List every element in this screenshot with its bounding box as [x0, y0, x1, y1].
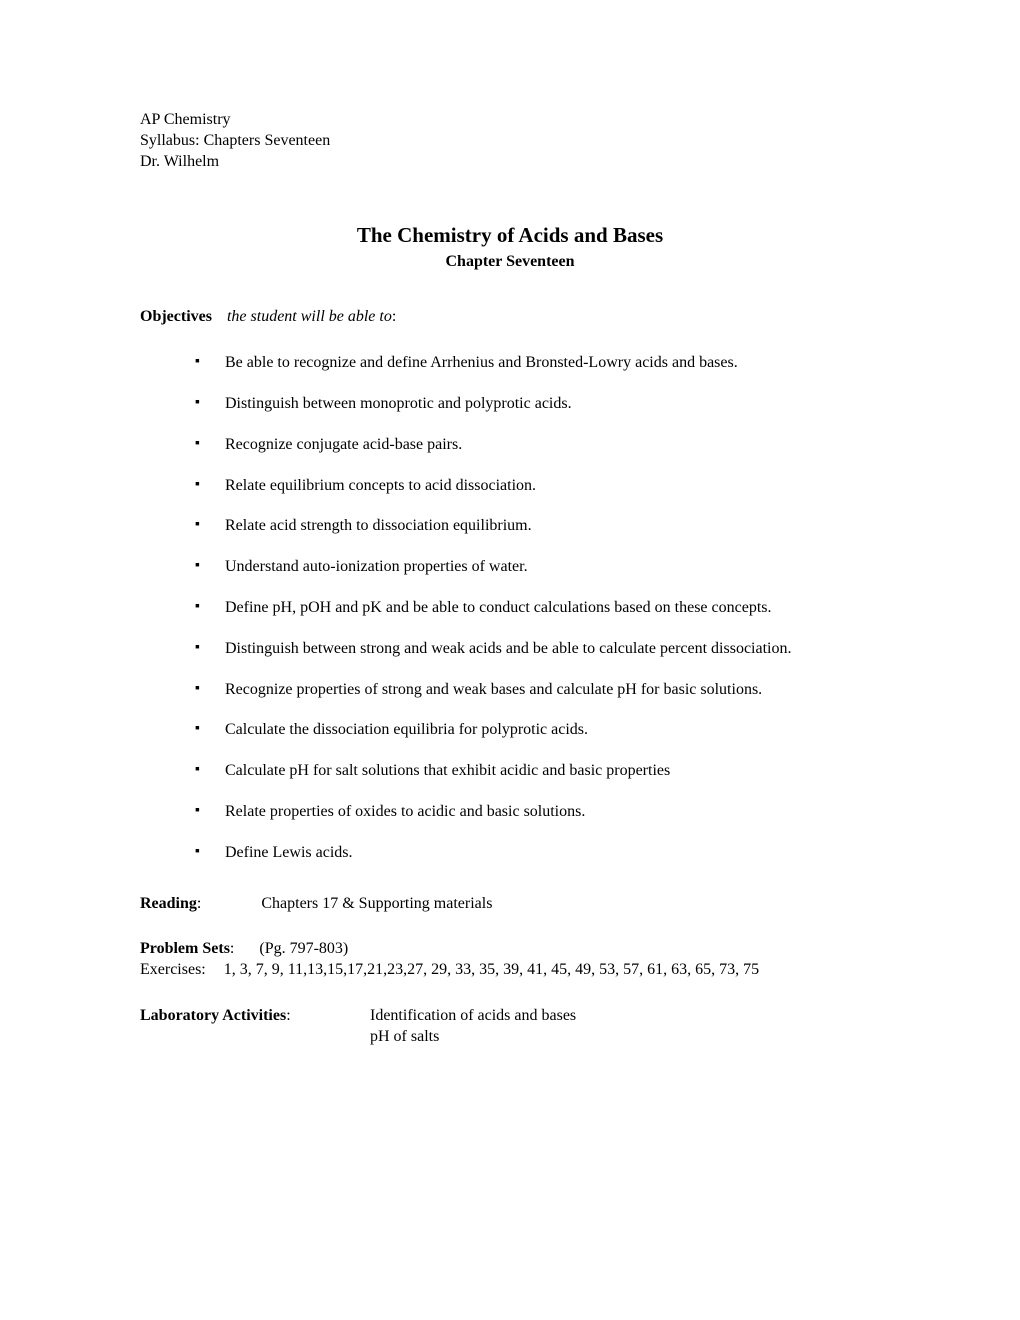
objective-item: Calculate the dissociation equilibria fo… — [195, 720, 880, 741]
lab-item: pH of salts — [370, 1027, 880, 1048]
objective-item: Distinguish between strong and weak acid… — [195, 639, 880, 660]
objective-item: Relate acid strength to dissociation equ… — [195, 516, 880, 537]
objective-item: Recognize properties of strong and weak … — [195, 680, 880, 701]
problem-sets-pages: (Pg. 797-803) — [259, 940, 348, 957]
problem-sets-section: Problem Sets: (Pg. 797-803) — [140, 939, 880, 960]
lab-label: Laboratory Activities — [140, 1007, 286, 1024]
objective-item: Distinguish between monoprotic and polyp… — [195, 394, 880, 415]
objective-item: Recognize conjugate acid-base pairs. — [195, 435, 880, 456]
objectives-intro: the student will be able to — [227, 308, 392, 325]
objectives-label: Objectives — [140, 308, 212, 325]
objectives-colon: : — [392, 308, 396, 325]
exercises-label: Exercises: — [140, 961, 206, 978]
objective-item: Be able to recognize and define Arrheniu… — [195, 353, 880, 374]
reading-text: Chapters 17 & Supporting materials — [261, 895, 492, 912]
objective-item: Relate equilibrium concepts to acid diss… — [195, 476, 880, 497]
reading-section: Reading: Chapters 17 & Supporting materia… — [140, 894, 880, 915]
document-title: The Chemistry of Acids and Bases — [140, 222, 880, 249]
header-syllabus: Syllabus: Chapters Seventeen — [140, 131, 880, 152]
lab-item: Identification of acids and bases — [370, 1006, 880, 1027]
header-course: AP Chemistry — [140, 110, 880, 131]
objective-item: Calculate pH for salt solutions that exh… — [195, 761, 880, 782]
exercises-list: 1, 3, 7, 9, 11,13,15,17,21,23,27, 29, 33… — [224, 961, 759, 978]
problem-sets-colon: : — [230, 940, 234, 957]
objective-item: Define Lewis acids. — [195, 843, 880, 864]
lab-activities-section: Laboratory Activities: Identification of… — [140, 1006, 880, 1048]
problem-sets-label: Problem Sets — [140, 940, 230, 957]
objectives-heading: Objectives the student will be able to: — [140, 307, 880, 328]
lab-colon: : — [286, 1007, 290, 1024]
exercises-section: Exercises: 1, 3, 7, 9, 11,13,15,17,21,23,… — [140, 960, 880, 981]
reading-colon: : — [197, 895, 201, 912]
objective-item: Understand auto-ionization properties of… — [195, 557, 880, 578]
objective-item: Relate properties of oxides to acidic an… — [195, 802, 880, 823]
objectives-list: Be able to recognize and define Arrheniu… — [140, 353, 880, 863]
objective-item: Define pH, pOH and pK and be able to con… — [195, 598, 880, 619]
document-subtitle: Chapter Seventeen — [140, 252, 880, 273]
reading-label: Reading — [140, 895, 197, 912]
header-instructor: Dr. Wilhelm — [140, 152, 880, 173]
